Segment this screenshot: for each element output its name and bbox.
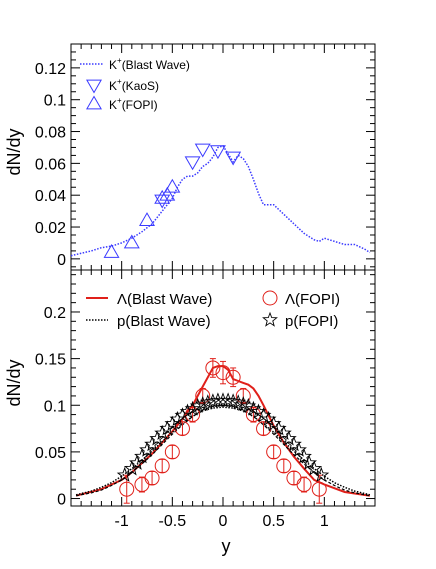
data-point-3 [164, 444, 180, 460]
y-tick-label: 0.08 [35, 125, 66, 142]
data-point-3 [245, 407, 261, 423]
y-tick-label: 0.06 [35, 156, 66, 173]
y-tick-label: 0.1 [44, 398, 66, 415]
data-point-4 [194, 396, 211, 412]
data-point-4 [230, 394, 247, 410]
data-point-4 [169, 410, 186, 426]
data-point-4 [128, 454, 145, 470]
data-point-3 [311, 481, 327, 497]
x-tick-label: 0.5 [263, 513, 285, 530]
data-point-1 [209, 145, 226, 160]
legend-bottom: Λ(Blast Wave) p(Blast Wave) Λ(FOPI) p(FOPI) [86, 290, 340, 330]
data-point-4 [245, 400, 262, 416]
data-point-2 [154, 189, 171, 204]
legend-label-sup: + [117, 96, 122, 105]
data-point-4 [134, 448, 150, 464]
legend-label-suffix: (KaoS) [122, 79, 159, 93]
x-tick-label: 1 [320, 513, 329, 530]
legend-marker-1 [86, 79, 102, 94]
data-point-3 [235, 388, 251, 404]
data-point-4 [174, 407, 191, 423]
legend-marker-3 [262, 290, 278, 306]
data-point-3 [205, 360, 221, 376]
y-axis-label: dN/dy [4, 128, 24, 175]
data-point-4 [179, 403, 196, 419]
legend-marker-2 [86, 95, 102, 110]
data-point-4 [306, 460, 323, 476]
y-tick-label: 0 [57, 252, 66, 269]
data-point-3 [225, 369, 241, 385]
legend-top: K+(Blast Wave)K+(KaoS)K+(FOPI) [80, 56, 190, 112]
x-tick-label: -0.5 [159, 513, 187, 530]
data-point-3 [266, 444, 282, 460]
data-point-2 [164, 178, 181, 193]
y-tick-label: 0.04 [35, 188, 66, 205]
y-tick-label: 0.02 [35, 220, 66, 237]
data-point-3 [276, 458, 292, 474]
data-point-3 [144, 470, 160, 486]
data-point-4 [225, 393, 242, 409]
legend-label-suffix: (Blast Wave) [122, 58, 190, 72]
data-point-3 [154, 458, 170, 474]
data-point-4 [235, 396, 252, 412]
legend-label-main: K [109, 79, 117, 93]
legend-label-2: K+(FOPI) [109, 96, 158, 112]
data-point-1 [225, 151, 242, 166]
legend-label-4: p(FOPI) [285, 313, 338, 330]
data-point-1 [194, 143, 211, 158]
data-point-1 [154, 194, 171, 209]
data-point-3 [195, 388, 211, 404]
legend-marker-4 [262, 311, 278, 327]
legend-label-suffix: (FOPI) [122, 98, 158, 112]
data-point-2 [159, 186, 176, 201]
data-point-4 [164, 415, 181, 431]
series-line-0 [70, 145, 371, 257]
legend-label-main: K [109, 98, 117, 112]
data-point-1 [184, 156, 201, 171]
series-line-0 [75, 365, 371, 497]
y-tick-label: 0.15 [35, 352, 66, 369]
y-tick-label: 0 [57, 492, 66, 509]
data-point-4 [215, 392, 231, 408]
x-axis-label: y [222, 536, 231, 556]
data-point-2 [103, 243, 120, 258]
y-tick-label: 0.2 [44, 305, 66, 322]
data-point-4 [296, 448, 312, 464]
legend-label-1: p(Blast Wave) [117, 313, 211, 330]
data-point-4 [220, 392, 236, 408]
data-point-2 [139, 212, 155, 227]
y-tick-label: 0.05 [35, 445, 66, 462]
y-tick-label: 0.1 [44, 93, 66, 110]
data-point-3 [119, 481, 135, 497]
bottom-panel: -1 -0.5 0 0.5 1 0 0.05 0.1 0.15 0.2 dN/dy y Λ(Blast … [4, 269, 376, 556]
data-point-2 [123, 234, 140, 249]
data-point-4 [240, 397, 257, 413]
legend-label-sup: + [117, 56, 122, 65]
data-point-3 [296, 477, 312, 493]
data-point-3 [185, 407, 201, 423]
y-tick-label: 0.12 [35, 61, 66, 78]
data-point-4 [116, 466, 133, 482]
legend-label-1: K+(KaoS) [109, 77, 159, 93]
data-point-4 [313, 466, 330, 482]
x-tick-label: 0 [219, 513, 228, 530]
y-axis-label: dN/dy [4, 359, 24, 406]
legend-label-main: K [109, 58, 117, 72]
data-point-3 [215, 365, 231, 381]
legend-label-0: K+(Blast Wave) [109, 56, 190, 72]
legend-label-sup: + [117, 77, 122, 86]
data-point-4 [159, 420, 176, 436]
data-point-4 [184, 400, 201, 416]
data-point-4 [291, 441, 307, 457]
data-point-4 [199, 394, 216, 410]
legend-label-3: Λ(FOPI) [285, 291, 340, 308]
series-line-2 [75, 404, 371, 497]
legend-label-0: Λ(Blast Wave) [117, 291, 212, 308]
data-point-4 [189, 397, 206, 413]
x-tick-label: -1 [115, 513, 129, 530]
